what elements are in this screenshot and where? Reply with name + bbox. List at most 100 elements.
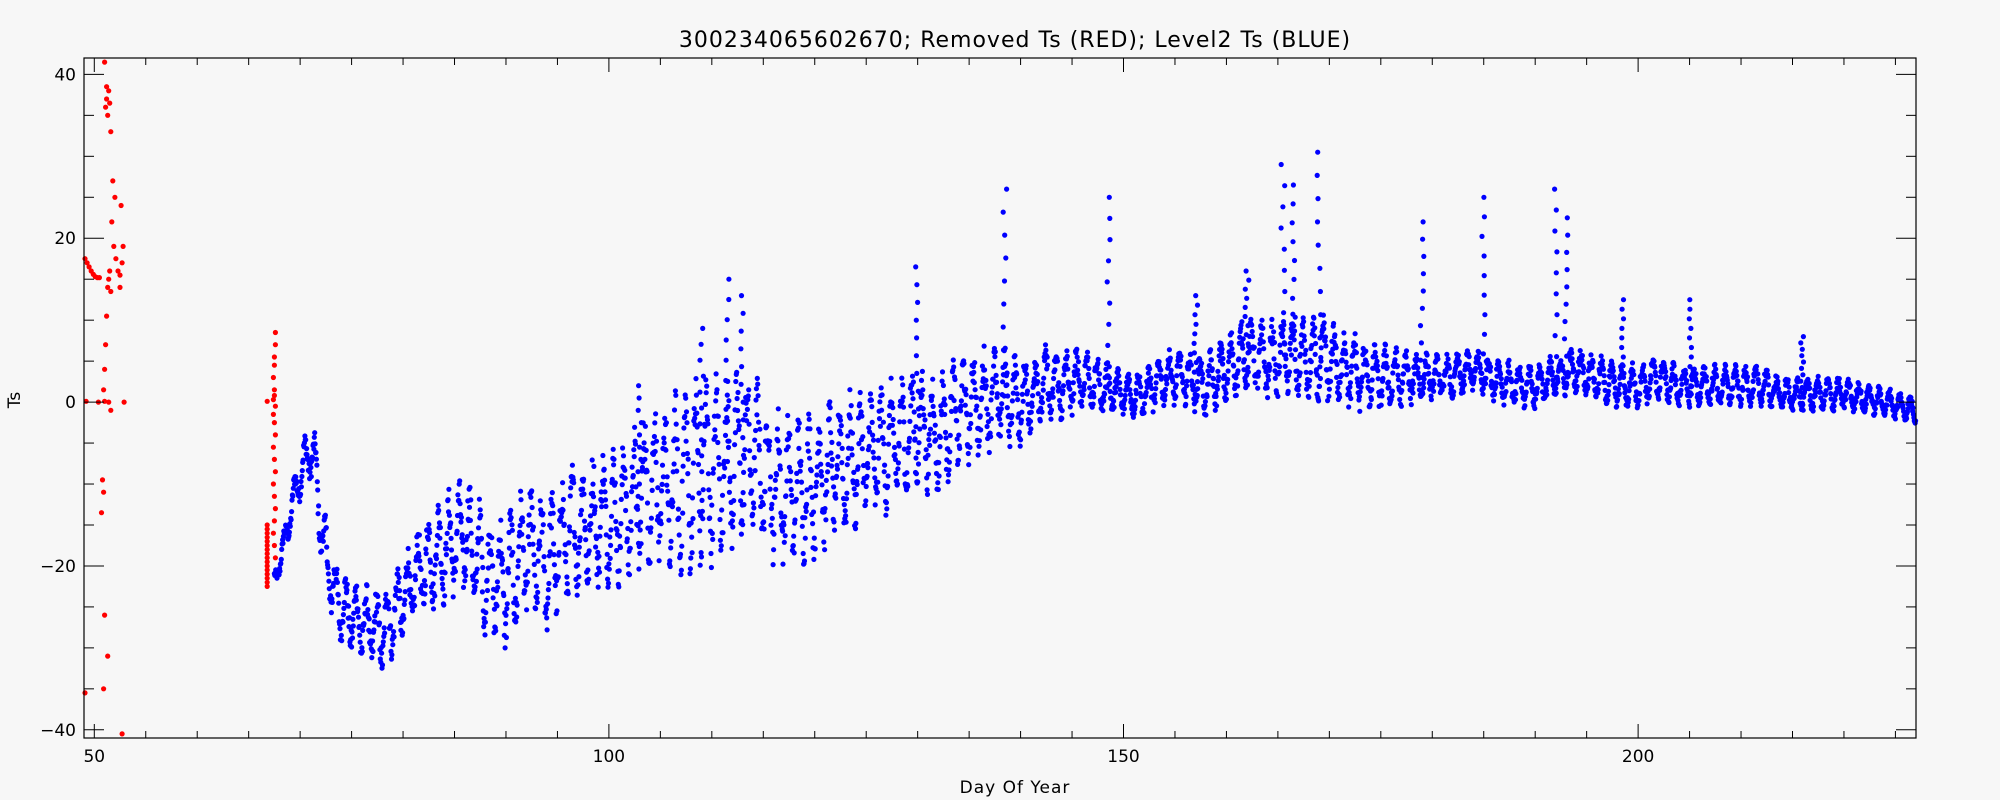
level2-ts-point [435, 502, 441, 508]
level2-ts-point [1140, 405, 1146, 411]
level2-ts-point [757, 480, 763, 486]
level2-ts-point [1301, 319, 1307, 325]
level2-ts-point [642, 456, 648, 462]
level2-ts-point [376, 620, 383, 626]
level2-ts-point [998, 406, 1004, 412]
level2-ts-point [1424, 352, 1430, 358]
level2-ts-point [1514, 377, 1520, 383]
level2-ts-point [1327, 366, 1333, 372]
level2-ts-point [443, 552, 449, 558]
level2-ts-point [631, 447, 637, 453]
level2-ts-point [1054, 358, 1061, 364]
level2-ts-point [1245, 364, 1251, 370]
level2-ts-point [1281, 352, 1288, 358]
removed-ts-point [264, 542, 270, 549]
level2-ts-point [614, 527, 620, 533]
level2-ts-point [1552, 186, 1558, 192]
level2-ts-point [1827, 384, 1833, 391]
level2-ts-point [954, 418, 960, 424]
removed-ts-point [120, 243, 126, 249]
level2-ts-point [1010, 390, 1016, 396]
level2-ts-point [1179, 374, 1185, 380]
level2-ts-point [1597, 371, 1603, 377]
level2-ts-point [1133, 391, 1139, 397]
level2-ts-point [1056, 380, 1062, 386]
level2-ts-point [890, 405, 896, 411]
level2-ts-point [344, 587, 350, 593]
level2-ts-point [826, 416, 832, 422]
level2-ts-point [373, 609, 380, 615]
level2-ts-point [392, 607, 398, 613]
level2-ts-point [816, 448, 822, 454]
level2-ts-point [819, 482, 825, 488]
level2-ts-point [524, 607, 530, 613]
level2-ts-point [1545, 377, 1551, 383]
level2-ts-point [1272, 375, 1278, 381]
level2-ts-point [735, 418, 742, 424]
level2-ts-point [567, 528, 573, 534]
level2-ts-point [514, 614, 520, 620]
level2-ts-point [993, 372, 999, 378]
level2-ts-point [315, 487, 321, 493]
level2-ts-point [775, 438, 781, 444]
level2-ts-point [738, 381, 744, 387]
level2-ts-point [1547, 353, 1553, 360]
level2-ts-point [989, 384, 995, 390]
level2-ts-point [1040, 387, 1046, 393]
level2-ts-point [1205, 368, 1211, 374]
level2-ts-point [1107, 380, 1113, 386]
level2-ts-point [1898, 395, 1904, 401]
level2-ts-point [913, 455, 919, 461]
level2-ts-point [1621, 383, 1627, 389]
removed-ts-point [264, 551, 270, 557]
level2-ts-point [880, 419, 887, 425]
level2-ts-point [1171, 402, 1177, 408]
level2-ts-point [973, 407, 979, 413]
level2-ts-point [1386, 384, 1392, 391]
level2-ts-point [1679, 381, 1685, 387]
level2-ts-point [1620, 297, 1627, 303]
level2-ts-point [462, 567, 468, 573]
level2-ts-point [1493, 380, 1499, 386]
level2-ts-point [755, 393, 761, 399]
level2-ts-point [1173, 382, 1179, 388]
level2-ts-point [796, 420, 802, 426]
level2-ts-point [566, 540, 572, 546]
level2-ts-point [1260, 339, 1266, 345]
level2-ts-point [1463, 366, 1469, 372]
level2-ts-point [1282, 288, 1288, 295]
level2-ts-point [466, 504, 473, 510]
level2-ts-point [840, 476, 846, 482]
level2-ts-point [389, 652, 395, 658]
level2-ts-point [1466, 354, 1472, 360]
level2-ts-point [1693, 371, 1699, 377]
level2-ts-point [501, 592, 507, 599]
level2-ts-point [448, 535, 454, 542]
level2-ts-point [671, 407, 678, 413]
level2-ts-point [1813, 389, 1819, 395]
level2-ts-point [679, 478, 685, 484]
level2-ts-point [1270, 335, 1276, 341]
level2-ts-point [1389, 393, 1395, 399]
level2-ts-point [408, 586, 414, 593]
level2-ts-point [542, 568, 548, 574]
level2-ts-point [468, 530, 474, 536]
level2-ts-point [806, 416, 812, 422]
level2-ts-point [1065, 366, 1071, 372]
level2-ts-point [661, 435, 667, 441]
level2-ts-point [831, 484, 837, 490]
level2-ts-point [1544, 392, 1550, 398]
level2-ts-point [626, 572, 633, 578]
removed-ts-point [113, 256, 119, 262]
removed-ts-point [272, 403, 278, 409]
removed-ts-point [107, 100, 113, 106]
level2-ts-point [549, 490, 555, 496]
level2-ts-point [1322, 334, 1329, 340]
level2-ts-point [804, 487, 810, 493]
level2-ts-point [307, 469, 313, 475]
level2-ts-point [617, 533, 623, 539]
level2-ts-point [1688, 354, 1694, 360]
level2-ts-point [915, 299, 921, 305]
level2-ts-point [985, 411, 991, 417]
level2-ts-point [1302, 351, 1308, 357]
